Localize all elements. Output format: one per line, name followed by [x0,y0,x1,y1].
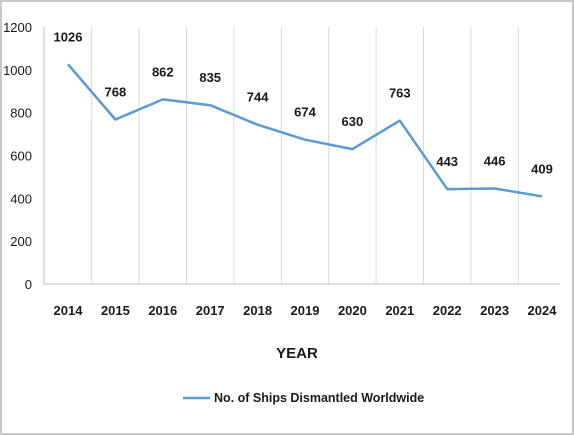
data-label: 446 [484,153,506,168]
y-tick-label: 400 [10,191,32,206]
x-tick-labels: 2014 2015 2016 2017 2018 2019 2020 2021 2022 2023… [54,303,558,318]
data-label: 763 [389,86,411,101]
y-tick-label: 1200 [3,20,32,35]
series-group [67,63,543,198]
data-label: 674 [294,105,316,120]
x-tick-label: 2014 [54,303,84,318]
x-tick-label: 2015 [101,303,130,318]
x-tick-label: 2017 [196,303,225,318]
x-tick-label: 2016 [148,303,177,318]
x-tick-label: 2018 [243,303,272,318]
x-tick-label: 2022 [433,303,462,318]
data-label: 768 [105,85,127,100]
y-tick-label: 0 [25,277,32,292]
y-tick-label: 200 [10,234,32,249]
axes [43,27,560,285]
data-label: 443 [436,154,458,169]
legend-label: No. of Ships Dismantled Worldwide [214,391,424,405]
y-tick-label: 800 [10,106,32,121]
x-tick-label: 2021 [385,303,414,318]
x-axis-title: YEAR [276,345,318,362]
y-tick-label: 1000 [3,63,32,78]
legend: No. of Ships Dismantled Worldwide [183,391,424,405]
data-label: 744 [247,90,269,105]
gridlines [91,27,519,284]
data-label: 862 [152,64,174,79]
x-tick-label: 2023 [480,303,509,318]
data-label: 630 [342,114,364,129]
data-label: 409 [531,161,553,176]
x-tick-label: 2019 [291,303,320,318]
y-tick-label: 600 [10,149,32,164]
data-label: 835 [199,70,221,85]
y-tick-labels: 0 200 400 600 800 1000 1200 [3,20,32,292]
x-tick-label: 2024 [528,303,558,318]
data-labels: 1026 768 862 835 744 674 630 763 443 446 409 [54,29,553,176]
data-label: 1026 [54,29,83,44]
x-tick-label: 2020 [338,303,367,318]
